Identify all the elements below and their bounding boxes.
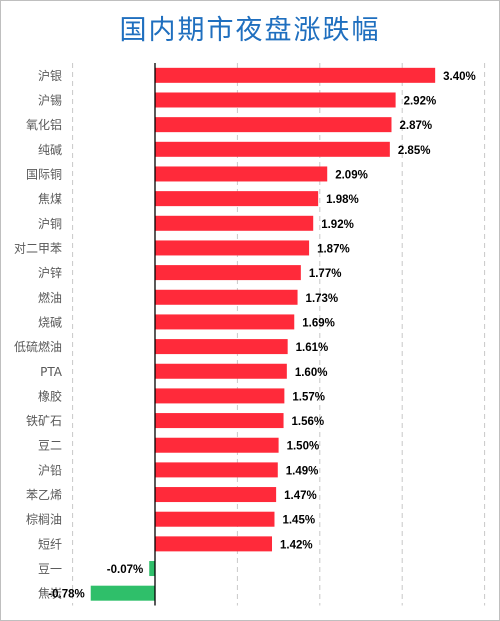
bar (155, 487, 277, 503)
category-label: 沪锡 (38, 92, 62, 107)
value-label: 1.87% (317, 243, 350, 255)
value-label: 1.47% (284, 490, 317, 502)
value-label: 1.92% (321, 219, 354, 231)
category-label: 棕榈油 (26, 512, 62, 527)
bar (155, 314, 295, 330)
category-label: 低硫燃油 (14, 339, 62, 354)
bar (155, 413, 284, 429)
category-label: 豆一 (38, 562, 62, 576)
value-label: 1.98% (326, 194, 359, 206)
category-label: 沪锌 (38, 266, 62, 280)
value-label: 1.69% (302, 317, 335, 329)
category-label: 焦煤 (38, 192, 62, 206)
bar (155, 437, 279, 453)
bar (155, 289, 298, 305)
category-label: PTA (40, 365, 63, 379)
value-label: -0.07% (107, 564, 143, 576)
category-label: 沪铜 (38, 216, 62, 231)
value-label: 1.42% (280, 539, 313, 551)
bar (155, 215, 314, 231)
bar (155, 388, 285, 404)
value-label: 1.77% (309, 268, 342, 280)
category-label: 短纤 (38, 537, 62, 551)
category-label: 铁矿石 (26, 414, 62, 428)
category-label: 焦炭 (38, 587, 62, 601)
value-label: 1.56% (292, 416, 325, 428)
bar (155, 92, 396, 108)
value-label: 2.87% (399, 120, 432, 132)
value-label: 1.49% (286, 465, 319, 477)
bar (90, 585, 155, 601)
category-label: 豆二 (38, 439, 62, 453)
value-label: 1.61% (296, 342, 329, 354)
category-label: 沪银 (38, 69, 62, 83)
bar (155, 240, 310, 256)
bar (155, 117, 392, 133)
bar (155, 511, 275, 527)
category-label: 苯乙烯 (26, 488, 62, 502)
value-label: 1.60% (295, 367, 328, 379)
category-label: 纯碱 (38, 143, 62, 157)
bar (155, 141, 390, 157)
value-label: 1.50% (287, 441, 320, 453)
value-label: 3.40% (443, 71, 476, 83)
value-label: 2.92% (404, 95, 437, 107)
category-label: 橡胶 (38, 388, 62, 403)
bar (155, 339, 288, 355)
category-label: 沪铅 (38, 463, 62, 477)
bar (155, 462, 278, 478)
value-label: 1.57% (292, 391, 325, 403)
value-label: -0.78% (48, 589, 84, 601)
bar (155, 166, 328, 182)
chart-title: 国内期市夜盘涨跌幅 (119, 15, 381, 46)
value-label: 1.45% (282, 515, 315, 527)
value-label: 2.09% (335, 169, 368, 181)
category-label: 国际铜 (26, 166, 62, 181)
bar (149, 561, 155, 577)
bar (155, 363, 287, 379)
category-label: 烧碱 (38, 315, 62, 329)
value-label: 2.85% (398, 145, 431, 157)
category-label: 对二甲苯 (14, 241, 62, 255)
bar (155, 67, 436, 83)
bar (155, 265, 301, 281)
value-label: 1.73% (306, 293, 339, 305)
category-label: 燃油 (38, 290, 62, 305)
category-label: 氧化铝 (26, 117, 62, 132)
bar (155, 191, 319, 207)
bar (155, 536, 273, 552)
